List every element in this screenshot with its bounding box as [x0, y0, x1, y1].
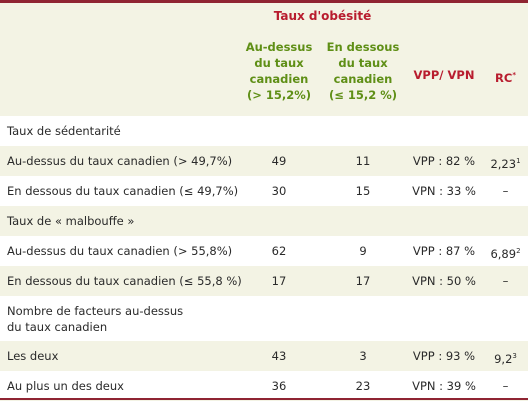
cell-above: 62 — [271, 244, 287, 258]
cell-rc-value: 9,2 — [494, 352, 513, 366]
col-head-below: En dessous du taux canadien (≤ 15,2 %) — [320, 39, 406, 103]
top-border — [0, 0, 528, 3]
cell-rc-value: 6,89 — [490, 247, 517, 261]
cell-below: 11 — [355, 154, 371, 168]
cell-rc: – — [502, 184, 509, 198]
section-title-line: Nombre de facteurs au-dessus — [7, 304, 184, 318]
cell-vpp-vpn: VPN : 50 % — [412, 274, 476, 288]
cell-above: 30 — [271, 184, 287, 198]
table-row: En dessous du taux canadien (≤ 55,8 %) 1… — [0, 266, 528, 296]
cell-rc-value: 2,23 — [490, 157, 517, 171]
col-head-rc: RC* — [483, 67, 528, 86]
cell-rc: – — [502, 274, 509, 288]
cell-below: 9 — [359, 244, 367, 258]
cell-rc: – — [502, 379, 509, 393]
section-title-line: du taux canadien — [7, 320, 108, 334]
section-title: Taux de « malbouffe » — [7, 214, 135, 228]
col-head-above-line: canadien — [249, 72, 309, 86]
section-title-row: Nombre de facteurs au-dessus du taux can… — [0, 296, 528, 341]
cell-vpp-vpn: VPN : 33 % — [412, 184, 476, 198]
section-title-row: Taux de sédentarité — [0, 116, 528, 146]
col-head-below-line: En dessous — [326, 40, 400, 54]
row-label: En dessous du taux canadien (≤ 49,7%) — [7, 184, 239, 198]
section-title: Nombre de facteurs au-dessus du taux can… — [7, 303, 183, 335]
cell-above: 17 — [271, 274, 287, 288]
col-head-below-line: canadien — [333, 72, 393, 86]
row-label: Les deux — [7, 349, 59, 363]
col-head-rc-label: RC — [495, 71, 513, 85]
cell-below: 3 — [359, 349, 367, 363]
cell-below: 23 — [355, 379, 371, 393]
bottom-border — [0, 398, 528, 400]
col-head-above-line: (> 15,2%) — [246, 88, 312, 102]
table-row: Au-dessus du taux canadien (> 55,8%) 62 … — [0, 236, 528, 266]
col-head-above-line: Au-dessus — [245, 40, 313, 54]
cell-rc-sup: 2 — [516, 247, 521, 255]
col-head-below-line: du taux — [338, 56, 388, 70]
cell-rc-sup: 1 — [516, 157, 521, 165]
col-head-above: Au-dessus du taux canadien (> 15,2%) — [237, 39, 321, 103]
table-row: Au plus un des deux 36 23 VPN : 39 % – — [0, 371, 528, 398]
section-title-row: Taux de « malbouffe » — [0, 206, 528, 236]
table-header: Taux d'obésité Au-dessus du taux canadie… — [0, 3, 528, 116]
col-head-above-line: du taux — [254, 56, 304, 70]
cell-below: 17 — [355, 274, 371, 288]
cell-vpp-vpn: VPP : 87 % — [412, 244, 476, 258]
table-row: Au-dessus du taux canadien (> 49,7%) 49 … — [0, 146, 528, 176]
cell-vpp-vpn: VPP : 82 % — [412, 154, 476, 168]
cell-rc: 2,231 — [483, 146, 528, 176]
cell-rc: 9,23 — [483, 341, 528, 371]
row-label: Au-dessus du taux canadien (> 55,8%) — [7, 244, 233, 258]
col-head-below-line: (≤ 15,2 %) — [328, 88, 398, 102]
cell-above: 36 — [271, 379, 287, 393]
row-label: En dessous du taux canadien (≤ 55,8 %) — [7, 274, 242, 288]
cell-above: 43 — [271, 349, 287, 363]
cell-rc: 6,892 — [483, 236, 528, 266]
cell-rc-sup: 3 — [512, 352, 517, 360]
cell-above: 49 — [271, 154, 287, 168]
table-row: En dessous du taux canadien (≤ 49,7%) 30… — [0, 176, 528, 206]
cell-vpp-vpn: VPN : 39 % — [412, 379, 476, 393]
cell-below: 15 — [355, 184, 371, 198]
section-title: Taux de sédentarité — [7, 124, 121, 138]
col-head-rc-sup: * — [512, 71, 516, 79]
row-label: Au plus un des deux — [7, 379, 124, 393]
group-title: Taux d'obésité — [273, 9, 372, 23]
col-head-vpp-vpn: VPP/ VPN — [413, 68, 475, 82]
cell-vpp-vpn: VPP : 93 % — [412, 349, 476, 363]
table-row: Les deux 43 3 VPP : 93 % 9,23 — [0, 341, 528, 371]
row-label: Au-dessus du taux canadien (> 49,7%) — [7, 154, 233, 168]
